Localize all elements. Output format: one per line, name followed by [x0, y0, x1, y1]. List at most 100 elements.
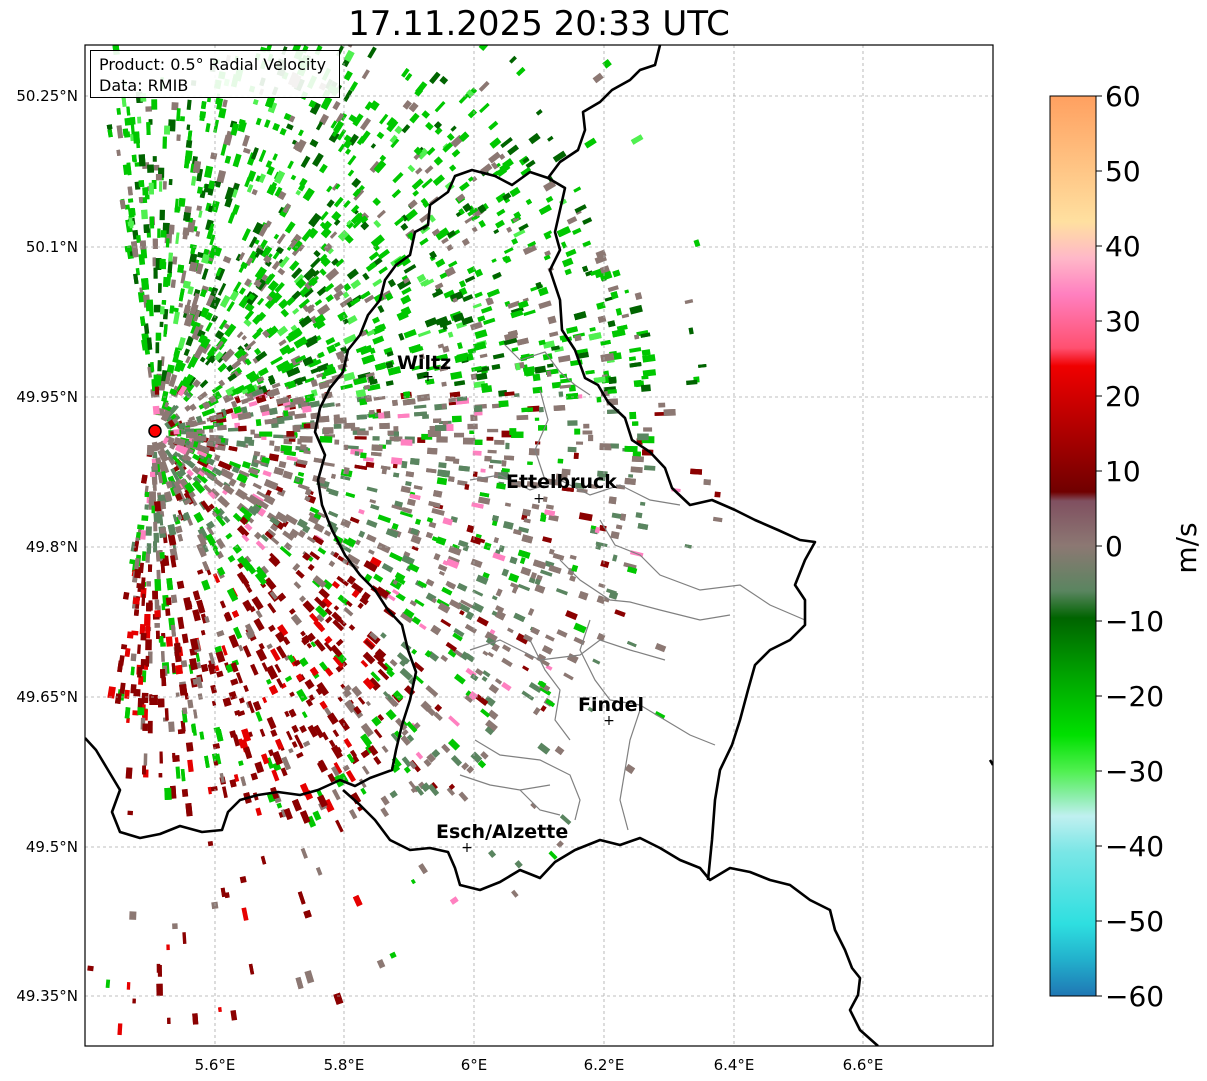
echo-gate [255, 418, 262, 427]
echo-gate [144, 491, 150, 498]
echo-gate [351, 685, 363, 698]
echo-gate [198, 210, 203, 218]
echo-gate [359, 596, 369, 606]
echo-gate [167, 533, 177, 546]
echo-gate [206, 525, 215, 536]
echo-gate [420, 782, 431, 792]
echo-gate [409, 112, 420, 124]
echo-gate [401, 124, 411, 134]
echo-gate [531, 503, 540, 510]
echo-gate [348, 114, 358, 123]
echo-gate [304, 678, 315, 690]
lat-tick: 50.25°N [16, 87, 78, 105]
echo-gate [207, 840, 214, 847]
echo-gate [462, 294, 474, 302]
echo-gate [495, 588, 503, 597]
echo-gate [361, 765, 370, 775]
echo-gate [534, 584, 546, 594]
echo-gate [508, 572, 520, 583]
echo-gate [372, 197, 381, 207]
echo-gate [632, 451, 642, 458]
echo-gate [450, 371, 463, 380]
echo-gate [489, 137, 502, 149]
echo-gate [178, 302, 184, 308]
echo-gate [346, 753, 355, 764]
echo-gate [290, 613, 302, 626]
echo-gate [611, 328, 626, 338]
echo-gate [313, 619, 326, 633]
echo-gate [342, 764, 350, 772]
echo-gate [272, 153, 278, 161]
echo-gate [238, 287, 246, 295]
echo-gate [235, 672, 244, 684]
echo-gate [310, 367, 320, 375]
lat-tick: 50.1°N [26, 238, 78, 256]
echo-gate [578, 512, 593, 522]
echo-gate [238, 481, 247, 488]
echo-gate [624, 445, 638, 453]
echo-gate [196, 472, 208, 484]
echo-gate [293, 273, 305, 285]
echo-gate [393, 472, 400, 478]
echo-gate [547, 315, 557, 325]
echo-gate [173, 311, 180, 325]
echo-gate [143, 323, 150, 335]
echo-gate [373, 395, 386, 401]
echo-gate [454, 380, 466, 387]
echo-gate [166, 454, 176, 466]
echo-gate [416, 273, 427, 283]
echo-gate [270, 648, 281, 662]
echo-gate [472, 450, 482, 456]
echo-gate [518, 223, 529, 232]
echo-gate [261, 696, 268, 704]
echo-gate [624, 289, 630, 294]
echo-gate [599, 445, 612, 450]
echo-gate [641, 375, 649, 380]
echo-gate [313, 522, 325, 533]
echo-gate [259, 565, 269, 575]
echo-gate [453, 627, 465, 638]
echo-gate [278, 298, 289, 310]
echo-gate [511, 889, 519, 898]
echo-gate [128, 207, 135, 218]
echo-gate [146, 445, 155, 456]
echo-gate [372, 335, 385, 345]
colorbar-tick-label: −50 [1105, 905, 1164, 938]
echo-gate [492, 353, 505, 360]
echo-gate [284, 675, 293, 683]
echo-gate [185, 299, 192, 312]
echo-gate [314, 639, 326, 652]
echo-gate [268, 554, 281, 568]
echo-gate [418, 863, 428, 875]
echo-gate [172, 514, 178, 523]
echo-gate [405, 480, 412, 487]
echo-gate [505, 442, 510, 450]
echo-gate [433, 156, 444, 166]
echo-gate [434, 282, 444, 290]
echo-gate [222, 392, 234, 404]
colorbar-tick-label: 50 [1105, 155, 1141, 188]
echo-gate [537, 286, 549, 297]
echo-gate [406, 498, 416, 507]
echo-gate [624, 763, 636, 775]
echo-gate [544, 233, 552, 240]
echo-gate [379, 422, 390, 430]
echo-gate [414, 598, 425, 607]
echo-gate [366, 486, 378, 493]
echo-gate [483, 695, 496, 707]
echo-gate [319, 163, 328, 174]
echo-gate [243, 555, 252, 564]
echo-gate [232, 153, 242, 168]
echo-gate [174, 642, 182, 654]
echo-gate [191, 325, 203, 341]
echo-gate [359, 345, 373, 356]
echo-gate [198, 324, 204, 330]
echo-gate [467, 207, 479, 217]
echo-gate [267, 280, 279, 292]
echo-gate [142, 187, 149, 196]
echo-gate [145, 526, 152, 536]
echo-gate [224, 186, 235, 201]
echo-gate [185, 139, 193, 149]
echo-gate [494, 678, 503, 685]
echo-gate [221, 786, 228, 799]
